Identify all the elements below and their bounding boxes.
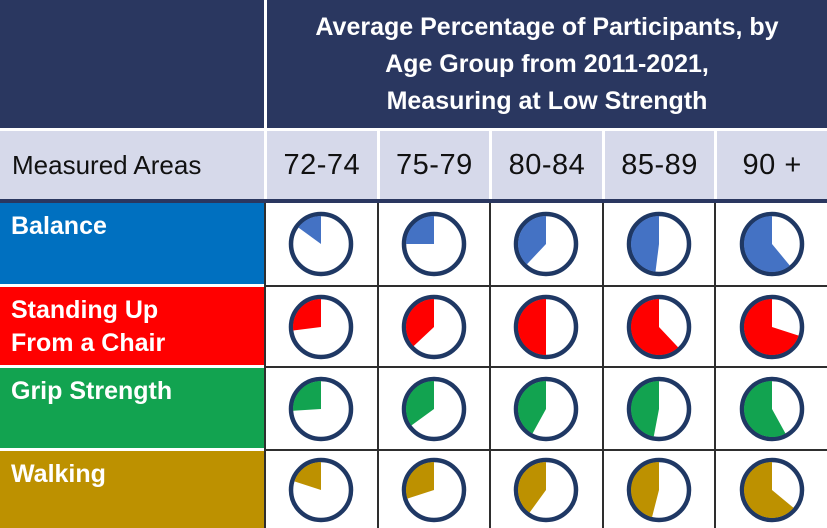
pie-walking-75-79 [401, 457, 467, 522]
pie-cell-walking-90 [714, 451, 827, 528]
pie-grip-strength-90 [739, 376, 804, 441]
pie-standing-up-from-a-chair-85-89 [626, 294, 692, 359]
pie-balance-90 [739, 211, 804, 277]
pie-cell-standing-up-from-a-chair-85-89 [601, 287, 715, 368]
pie-grip-strength-75-79 [401, 376, 467, 441]
pie-grip-strength-75-79-wedge [405, 380, 434, 425]
row-label-line: Standing Up [11, 296, 159, 324]
pie-walking-80-84-wedge [518, 461, 547, 513]
divider [0, 128, 827, 131]
age-column-90: 90 + [717, 131, 827, 199]
row-label-line: From a Chair [11, 329, 166, 357]
row-label-balance: Balance [0, 203, 264, 284]
pie-walking-90 [739, 457, 804, 522]
pie-grip-strength-72-74 [289, 376, 354, 441]
pie-standing-up-from-a-chair-72-74 [289, 294, 354, 359]
row-label-cell-standing-up-from-a-chair: Standing Up From a Chair [0, 287, 264, 368]
pie-grip-strength-90-wedge [743, 380, 786, 437]
pie-grip-strength-80-84-wedge [518, 380, 547, 434]
pie-standing-up-from-a-chair-75-79 [401, 294, 467, 359]
header-row: Average Percentage of Participants, by Ag… [0, 0, 827, 128]
row-label-standing-up-from-a-chair: Standing Up From a Chair [0, 287, 264, 365]
pie-walking-85-89 [626, 457, 692, 522]
pie-cell-grip-strength-72-74 [264, 368, 377, 451]
pie-cell-walking-80-84 [489, 451, 602, 528]
pie-balance-85-89-wedge [631, 216, 660, 272]
pie-cell-balance-85-89 [601, 203, 715, 287]
pie-standing-up-from-a-chair-80-84-wedge [518, 298, 547, 355]
row-header-measured-areas: Measured Areas [0, 131, 264, 199]
pie-cell-standing-up-from-a-chair-90 [714, 287, 827, 368]
pie-balance-80-84-wedge [518, 216, 547, 265]
pie-cell-balance-80-84 [489, 203, 602, 287]
pie-cell-grip-strength-75-79 [376, 368, 490, 451]
row-label-cell-balance: Balance [0, 203, 264, 287]
pie-cell-balance-72-74 [264, 203, 377, 287]
pie-standing-up-from-a-chair-80-84 [514, 294, 579, 359]
chart-title-line: Measuring at Low Strength [386, 86, 708, 115]
pie-cell-standing-up-from-a-chair-72-74 [264, 287, 377, 368]
row-label-line: Walking [11, 460, 106, 488]
pie-balance-72-74 [289, 211, 354, 277]
pie-balance-72-74-wedge [298, 216, 322, 244]
pie-cell-balance-75-79 [376, 203, 490, 287]
chart-title: Average Percentage of Participants, by Ag… [267, 0, 827, 128]
pie-cell-walking-85-89 [601, 451, 715, 528]
row-label-cell-grip-strength: Grip Strength [0, 368, 264, 451]
age-column-75-79: 75-79 [379, 131, 490, 199]
measure-row-walking: Walking [0, 451, 827, 528]
pie-cell-walking-75-79 [376, 451, 490, 528]
row-label-line: Grip Strength [11, 377, 173, 405]
pie-rows-container: Balance Standing Up From a Chair Grip Stren… [0, 203, 827, 528]
measure-row-standing-up-from-a-chair: Standing Up From a Chair [0, 287, 827, 368]
pie-grip-strength-85-89-wedge [631, 380, 660, 436]
pie-balance-75-79-wedge [405, 216, 434, 244]
pie-cell-standing-up-from-a-chair-75-79 [376, 287, 490, 368]
pie-cell-grip-strength-85-89 [601, 368, 715, 451]
pie-standing-up-from-a-chair-90-wedge [743, 298, 799, 355]
age-column-80-84: 80-84 [492, 131, 602, 199]
row-label-cell-walking: Walking [0, 451, 264, 528]
chart-title-line: Average Percentage of Participants, by [315, 12, 779, 41]
row-label-walking: Walking [0, 451, 264, 528]
pie-grip-strength-80-84 [514, 376, 579, 441]
pie-walking-80-84 [514, 457, 579, 522]
pie-standing-up-from-a-chair-85-89-wedge [631, 298, 679, 355]
measure-row-grip-strength: Grip Strength [0, 368, 827, 451]
pie-walking-85-89-wedge [631, 461, 660, 517]
pie-cell-standing-up-from-a-chair-80-84 [489, 287, 602, 368]
age-column-85-89: 85-89 [604, 131, 715, 199]
pie-walking-75-79-wedge [405, 461, 434, 499]
measure-row-balance: Balance [0, 203, 827, 287]
row-label-grip-strength: Grip Strength [0, 368, 264, 448]
pie-standing-up-from-a-chair-90 [739, 294, 804, 359]
pie-standing-up-from-a-chair-75-79-wedge [405, 298, 434, 346]
pie-walking-72-74-wedge [294, 461, 322, 490]
pie-grip-strength-72-74-wedge [293, 380, 322, 411]
header-corner-cell [0, 0, 264, 128]
age-group-row: Measured Areas 72-74 75-79 80-84 85-89 90 + [0, 131, 827, 199]
pie-cell-grip-strength-90 [714, 368, 827, 451]
pie-cell-walking-72-74 [264, 451, 377, 528]
pie-balance-80-84 [514, 211, 579, 277]
pie-walking-90-wedge [743, 461, 794, 518]
pie-balance-90-wedge [743, 216, 790, 272]
age-column-72-74: 72-74 [267, 131, 377, 199]
pie-standing-up-from-a-chair-72-74-wedge [293, 298, 322, 331]
pie-balance-75-79 [401, 211, 467, 277]
pie-balance-85-89 [626, 211, 692, 277]
pie-cell-grip-strength-80-84 [489, 368, 602, 451]
divider-navy [0, 199, 827, 203]
pie-cell-balance-90 [714, 203, 827, 287]
pie-walking-72-74 [289, 457, 354, 522]
chart-title-line: Age Group from 2011-2021, [385, 49, 709, 78]
pie-grip-strength-85-89 [626, 376, 692, 441]
row-label-line: Balance [11, 212, 107, 240]
